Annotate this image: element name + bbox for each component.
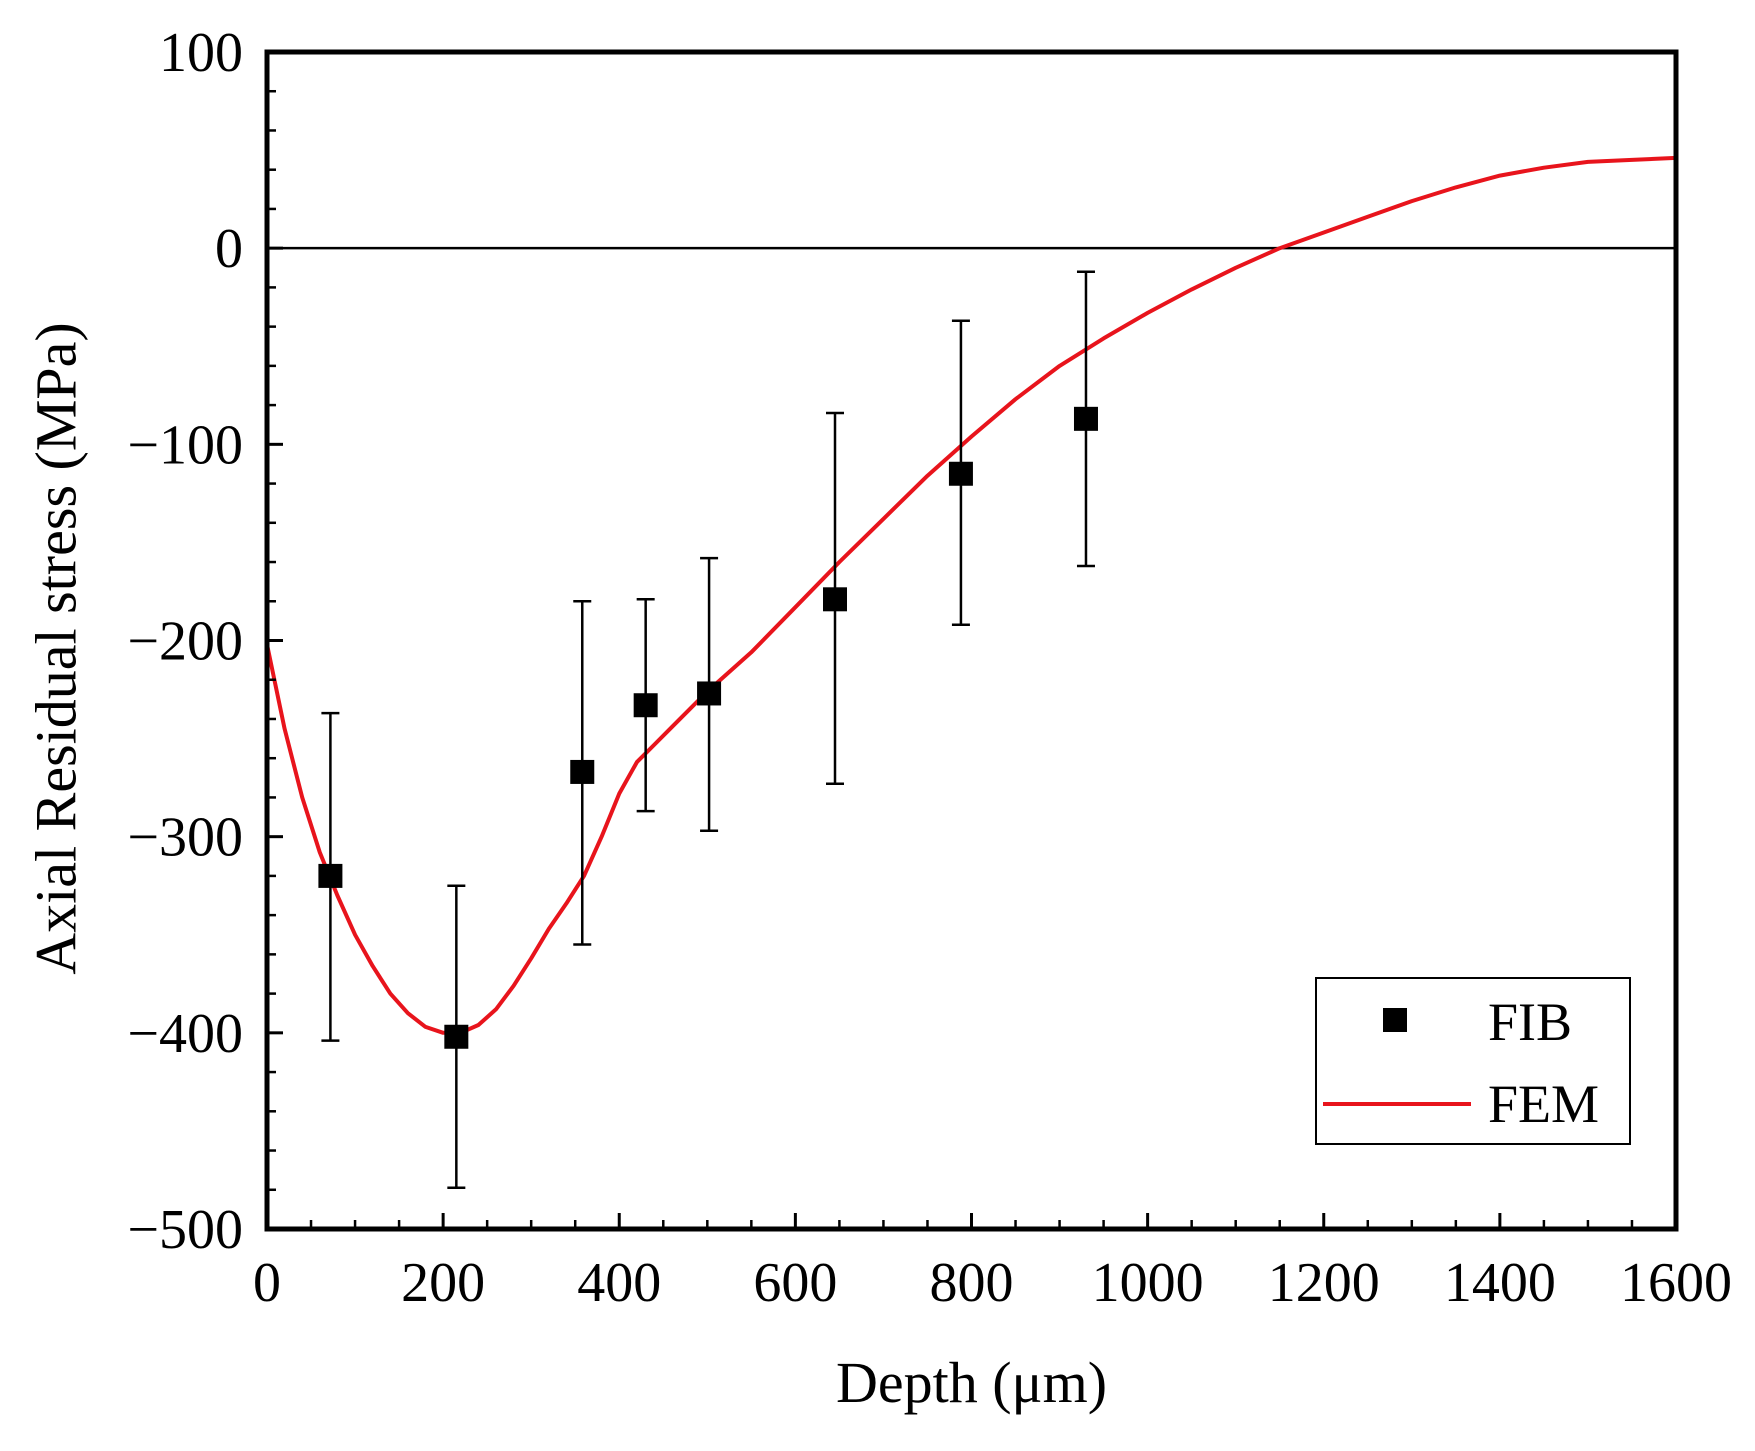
fib-point [444,1024,469,1049]
x-axis-title: Depth (μm) [836,1350,1107,1415]
y-tick-label: −400 [127,1003,243,1065]
x-tick-label: 0 [253,1252,281,1314]
x-tick-label: 400 [577,1252,661,1314]
y-tick-label: −100 [127,414,243,476]
fib-point [318,863,343,888]
fib-point [1073,406,1098,431]
legend-fib-marker [1383,1008,1407,1032]
y-tick-label: −300 [127,807,243,869]
y-tick-label: −200 [127,611,243,673]
fib-point [823,587,848,612]
y-tick-label: 100 [159,22,243,84]
fib-point [948,461,973,486]
fem-series [265,155,1677,1035]
legend-fib-label: FIB [1488,992,1572,1052]
x-tick-label: 1000 [1092,1252,1204,1314]
fib-point [570,759,595,784]
legend: FIB FEM [1315,977,1631,1145]
fib-series [318,270,1098,1190]
axis-ticks [265,50,1678,1231]
x-tick-label: 600 [753,1252,837,1314]
x-tick-label: 800 [930,1252,1014,1314]
fem-line [265,155,1677,1035]
legend-box [1315,977,1631,1145]
x-tick-label: 1600 [1620,1252,1732,1314]
y-tick-label: −500 [127,1199,243,1261]
fib-point [697,681,722,706]
y-tick-label: 0 [215,218,243,280]
fib-point [633,693,658,718]
legend-fem-label: FEM [1488,1074,1599,1134]
tick-labels: 0 200 400 600 800 1000 1200 1400 16001000−100−20… [127,22,1732,1314]
x-tick-label: 1400 [1444,1252,1556,1314]
x-tick-label: 1200 [1268,1252,1380,1314]
x-tick-label: 200 [401,1252,485,1314]
y-axis-title: Axial Residual stress (MPa) [23,322,88,974]
